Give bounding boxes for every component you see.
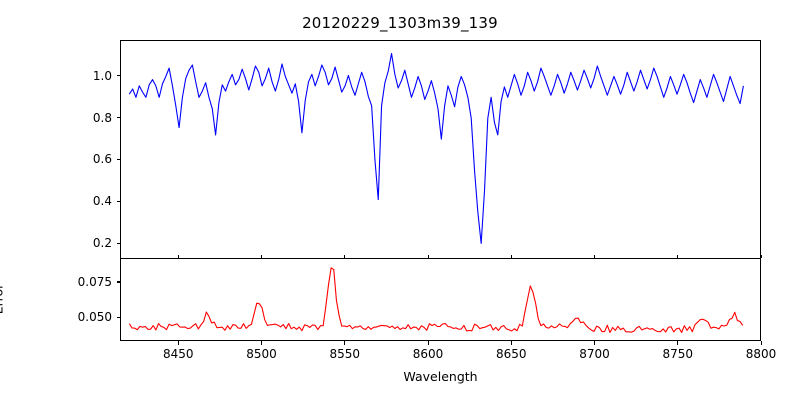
x-tick-label: 8650 — [495, 347, 527, 361]
tick-mark — [760, 254, 762, 258]
error-series-line — [121, 259, 760, 340]
x-tick-label: 8800 — [745, 347, 777, 361]
x-tick-label: 8700 — [579, 347, 610, 361]
error-plot-panel — [120, 258, 761, 341]
tick-mark — [427, 254, 429, 258]
tick-mark — [344, 341, 346, 345]
x-tick-label: 8600 — [412, 347, 444, 361]
tick-mark — [594, 254, 596, 258]
tick-mark — [594, 341, 596, 345]
spectrum-y-tick-label: 0.6 — [92, 152, 112, 167]
tick-mark — [760, 341, 762, 345]
spectrum-plot-panel — [120, 40, 761, 258]
tick-mark — [116, 75, 120, 77]
tick-mark — [344, 254, 346, 258]
tick-mark — [510, 254, 512, 258]
tick-mark — [177, 341, 179, 345]
tick-mark — [116, 200, 120, 203]
spectrum-y-tick-label: 1.0 — [92, 68, 112, 83]
spectrum-y-tick-label: 0.8 — [92, 110, 112, 125]
x-tick-label: 8500 — [246, 347, 277, 361]
tick-mark — [116, 316, 120, 318]
tick-mark — [510, 341, 512, 345]
x-tick-label: 8550 — [329, 347, 361, 361]
tick-mark — [116, 242, 120, 244]
tick-mark — [677, 341, 679, 345]
tick-mark — [427, 341, 429, 345]
spectrum-y-tick-label: 0.4 — [92, 194, 112, 209]
tick-mark — [177, 254, 179, 258]
tick-mark — [677, 254, 679, 258]
x-tick-label: 8750 — [662, 347, 694, 361]
tick-mark — [261, 341, 263, 345]
tick-mark — [116, 158, 120, 161]
error-y-tick-label: 0.050 — [77, 310, 112, 325]
tick-mark — [116, 281, 120, 283]
tick-mark — [261, 254, 263, 258]
x-tick-label: 8450 — [162, 347, 194, 361]
error-y-axis-label: Error — [0, 283, 6, 315]
spectrum-y-tick-label: 0.2 — [92, 236, 112, 251]
x-axis-label: Wavelength — [403, 369, 478, 384]
chart-title: 20120229_1303m39_139 — [302, 14, 498, 32]
spectrum-series-line — [121, 41, 760, 258]
tick-mark — [116, 117, 120, 119]
error-y-tick-label: 0.075 — [77, 274, 112, 289]
